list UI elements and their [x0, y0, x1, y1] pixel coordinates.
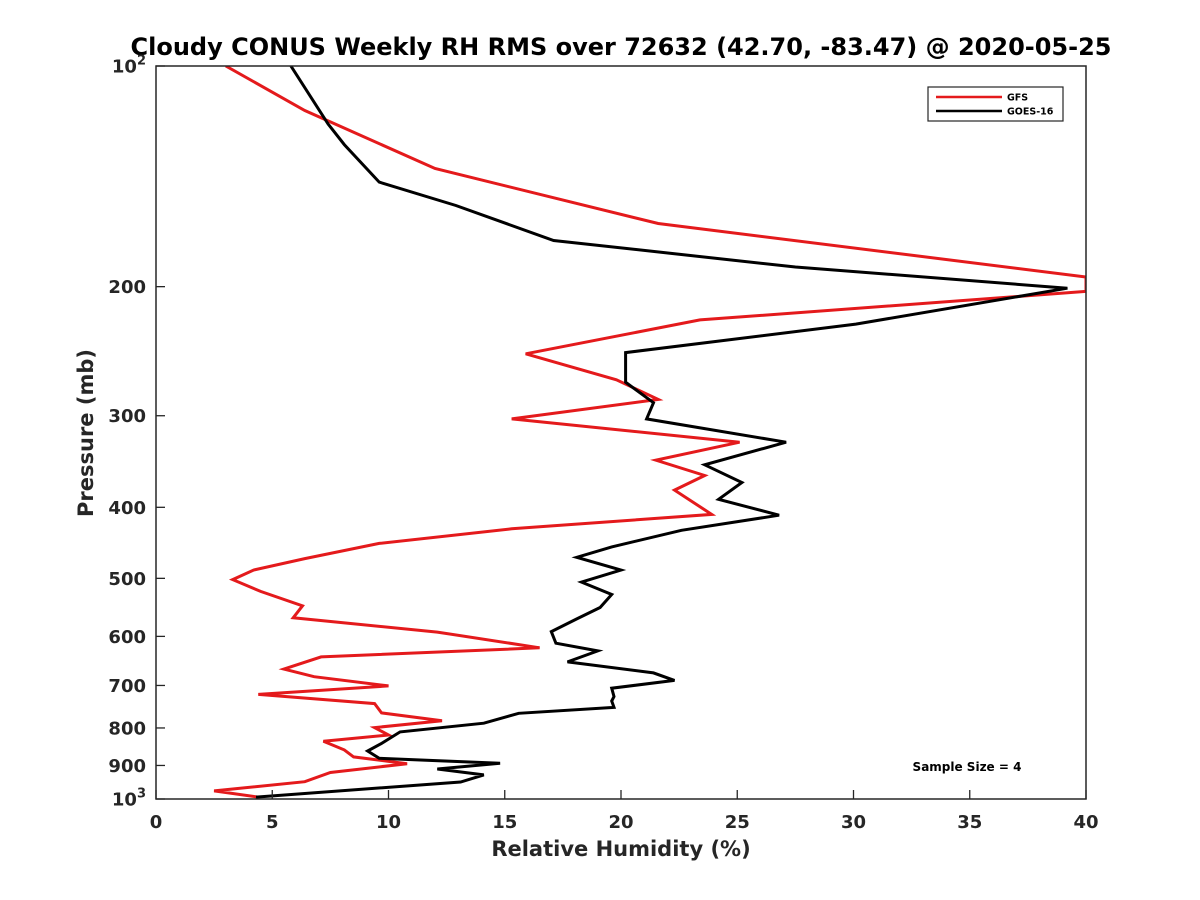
series-line-gfs — [213, 66, 1086, 799]
x-tick-label: 35 — [957, 812, 982, 833]
legend-label-gfs: GFS — [1007, 93, 1028, 104]
x-tick-label: 30 — [841, 812, 866, 833]
y-tick-label: 103 — [112, 787, 146, 811]
x-axis: 0 5 10 15 20 25 30 35 40 — [150, 790, 1099, 833]
series-line-goes16 — [255, 66, 1068, 799]
x-tick-label: 25 — [725, 812, 750, 833]
y-tick-label: 700 — [108, 676, 146, 697]
y-tick-label: 400 — [108, 498, 146, 519]
legend: GFS GOES-16 — [927, 86, 1064, 122]
y-tick-label: 800 — [108, 718, 146, 739]
y-tick-label: 600 — [108, 627, 146, 648]
x-axis-label: Relative Humidity (%) — [491, 837, 750, 861]
sample-size-annotation: Sample Size = 4 — [913, 760, 1022, 774]
x-tick-label: 10 — [376, 812, 401, 833]
y-tick-label: 300 — [108, 406, 146, 427]
y-tick-label: 200 — [108, 277, 146, 298]
y-tick-label: 900 — [108, 756, 146, 777]
chart-title: Cloudy CONUS Weekly RH RMS over 72632 (4… — [131, 33, 1112, 61]
y-tick-label: 102 — [112, 54, 146, 78]
legend-label-goes16: GOES-16 — [1007, 107, 1054, 118]
legend-box — [927, 86, 1064, 122]
series-layer — [213, 66, 1086, 799]
y-axis-label: Pressure (mb) — [74, 349, 98, 517]
x-tick-label: 20 — [608, 812, 633, 833]
x-tick-label: 15 — [492, 812, 517, 833]
y-tick-label: 500 — [108, 569, 146, 590]
x-tick-label: 5 — [266, 812, 279, 833]
y-axis: 102 200 300 400 500 600 700 800 900 103 — [108, 54, 165, 811]
x-tick-label: 0 — [150, 812, 163, 833]
x-tick-label: 40 — [1073, 812, 1098, 833]
